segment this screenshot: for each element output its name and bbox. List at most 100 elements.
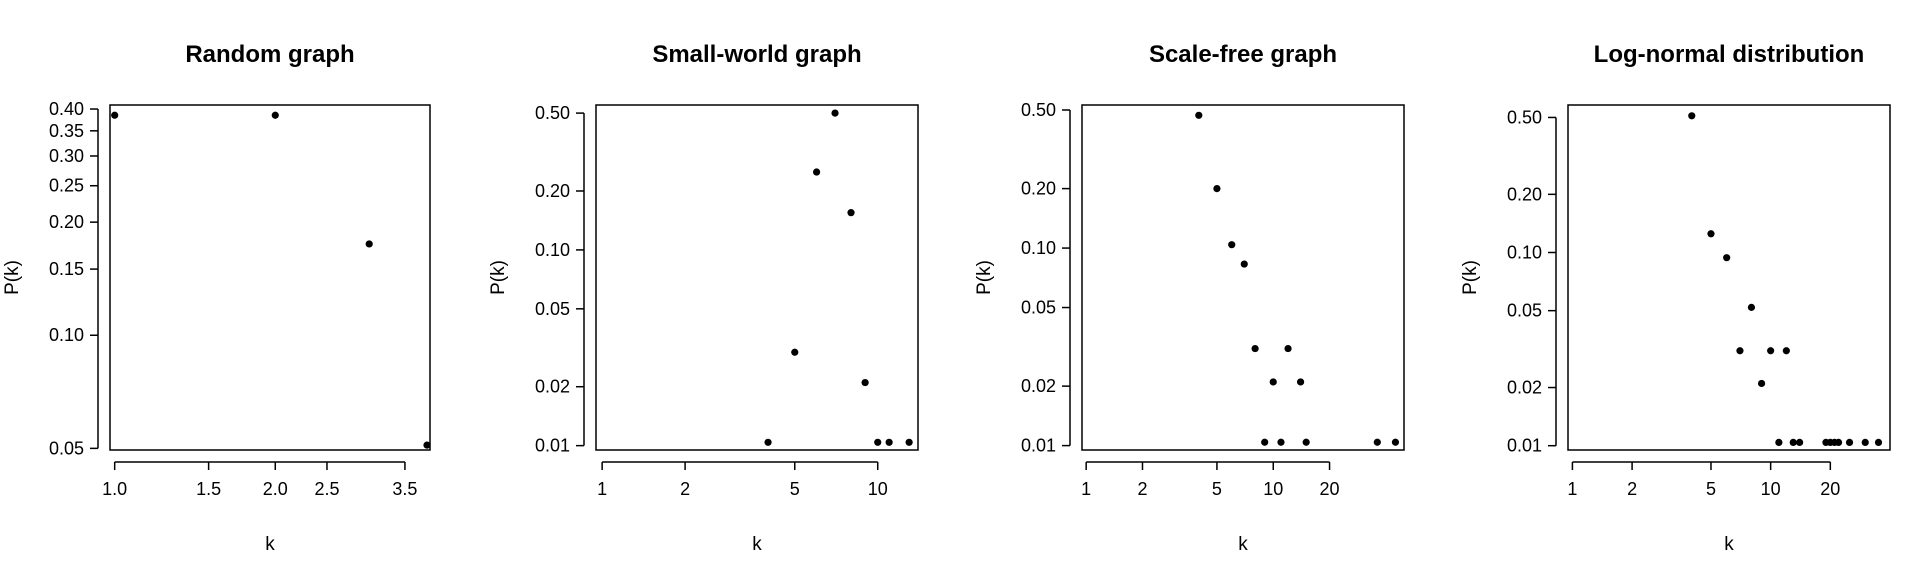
x-tick-label: 3.5	[392, 479, 417, 499]
data-point	[365, 240, 373, 248]
data-point	[1874, 438, 1883, 447]
chart-panel-4: Log-normal distribution 1 2 5 10 20 0.01 0.02 0.…	[1460, 41, 1891, 555]
chart-title: Random graph	[185, 41, 354, 68]
chart-title: Small-world graph	[652, 41, 861, 68]
data-point	[1834, 438, 1843, 447]
data-point	[812, 168, 821, 176]
data-point	[905, 438, 913, 446]
chart-panel-1: Random graph 1.0 1.5 2.0 2.5 3.5 0.05 0.10 0.15 0…	[2, 41, 431, 555]
x-axis-label: k	[1724, 534, 1734, 555]
x-tick-label: 5	[790, 479, 800, 499]
data-point	[1789, 438, 1797, 447]
x-axis-label: k	[1238, 534, 1248, 555]
x-tick-label: 5	[1706, 479, 1716, 499]
x-tick-label: 20	[1820, 479, 1840, 499]
plot-frame	[1567, 104, 1891, 451]
data-point	[861, 378, 869, 387]
x-tick-label: 1.5	[196, 479, 221, 499]
y-tick-label: 0.50	[1021, 100, 1056, 120]
x-tick-label: 5	[1212, 479, 1222, 499]
data-point	[1775, 438, 1783, 447]
data-point	[1723, 254, 1731, 262]
plot-frame	[1081, 104, 1405, 451]
y-tick-label: 0.10	[49, 325, 84, 345]
x-tick-label: 10	[1761, 479, 1781, 499]
x-tick-label: 2	[1627, 479, 1637, 499]
x-tick-label: 1	[1567, 479, 1577, 499]
data-point	[1845, 438, 1854, 447]
x-tick-label: 2	[1137, 479, 1147, 499]
y-tick-label: 0.05	[1507, 301, 1542, 321]
y-tick-label: 0.20	[49, 212, 84, 232]
data-point	[271, 111, 279, 119]
data-point	[1228, 241, 1236, 249]
y-tick-label: 0.02	[1021, 376, 1056, 396]
x-axis-label: k	[752, 534, 762, 555]
data-point	[1251, 344, 1259, 353]
data-point	[1747, 303, 1756, 311]
data-point	[423, 441, 431, 449]
y-tick-label: 0.01	[535, 436, 570, 456]
y-tick-label: 0.20	[1021, 179, 1056, 199]
data-point	[1261, 438, 1269, 446]
data-point	[1391, 438, 1400, 446]
y-tick-label: 0.02	[535, 377, 570, 397]
y-tick-label: 0.05	[535, 299, 570, 319]
data-point	[111, 111, 119, 119]
data-point	[1736, 347, 1744, 355]
data-point	[1277, 438, 1285, 446]
chart-panel-2: Small-world graph 1 2 5 10 0.01 0.02 0.05 0.10 0.…	[488, 41, 919, 555]
data-point	[1796, 438, 1804, 447]
data-point	[791, 348, 799, 356]
y-axis-label: P(k)	[1460, 260, 1481, 295]
x-tick-label: 10	[1263, 479, 1283, 499]
data-point	[1240, 260, 1248, 268]
x-tick-label: 20	[1320, 479, 1340, 499]
x-tick-label: 2	[680, 479, 690, 499]
x-tick-label: 10	[868, 479, 888, 499]
data-point	[1284, 344, 1292, 353]
y-tick-label: 0.30	[49, 146, 84, 166]
x-tick-label: 1	[1081, 479, 1091, 499]
y-tick-label: 0.10	[535, 240, 570, 260]
y-tick-label: 0.10	[1507, 242, 1542, 262]
y-tick-label: 0.01	[1507, 436, 1542, 456]
data-point	[1373, 438, 1381, 446]
data-point	[1302, 438, 1310, 446]
data-point	[1782, 347, 1790, 355]
y-axis-label: P(k)	[488, 260, 509, 295]
y-tick-label: 0.05	[1021, 298, 1056, 318]
y-tick-label: 0.15	[49, 259, 84, 279]
data-point	[1213, 185, 1221, 193]
data-point	[1195, 111, 1203, 119]
y-tick-label: 0.01	[1021, 436, 1056, 456]
data-point	[1757, 379, 1766, 388]
plot-frame	[595, 104, 919, 451]
y-tick-label: 0.02	[1507, 378, 1542, 398]
data-point	[1269, 378, 1277, 386]
data-point	[1688, 112, 1696, 120]
y-tick-label: 0.25	[49, 176, 84, 196]
y-tick-label: 0.20	[1507, 184, 1542, 204]
y-tick-label: 0.10	[1021, 238, 1056, 258]
y-axis-label: P(k)	[974, 260, 995, 295]
data-point	[1296, 378, 1305, 386]
x-tick-label: 1	[597, 479, 607, 499]
data-point	[1707, 230, 1715, 238]
x-axis-label: k	[265, 534, 275, 555]
y-tick-label: 0.05	[49, 438, 84, 458]
chart-title: Scale-free graph	[1149, 41, 1337, 68]
y-tick-label: 0.40	[49, 99, 84, 119]
y-tick-label: 0.50	[1507, 107, 1542, 127]
x-tick-label: 1.0	[102, 479, 127, 499]
data-point	[764, 438, 772, 446]
data-point	[847, 209, 855, 217]
data-point	[831, 109, 839, 117]
y-axis-label: P(k)	[2, 260, 23, 295]
y-tick-label: 0.20	[535, 181, 570, 201]
data-point	[1767, 347, 1775, 355]
chart-title: Log-normal distribution	[1594, 41, 1865, 68]
data-point	[885, 438, 893, 446]
data-point	[874, 438, 882, 446]
